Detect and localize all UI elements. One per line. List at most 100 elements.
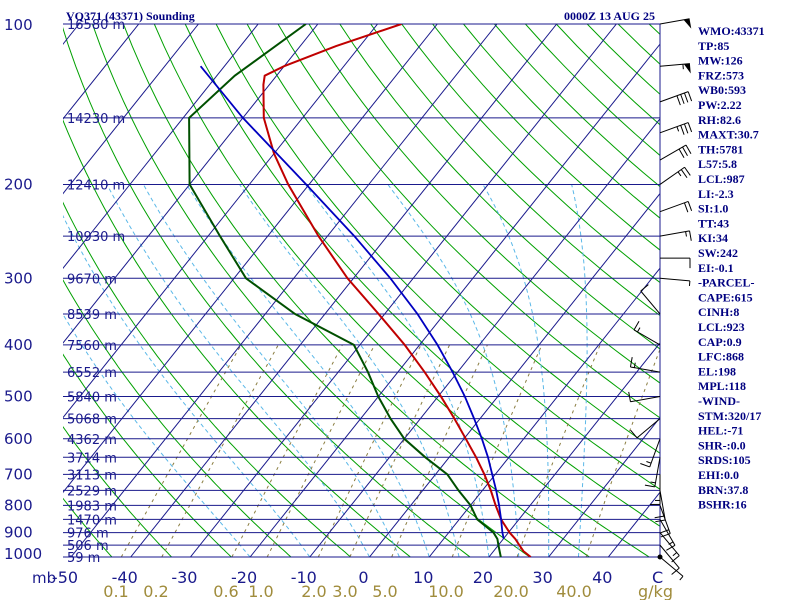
wind-barb-feather — [630, 429, 638, 439]
index-text: TP:85 — [698, 39, 729, 53]
isotherm-line — [63, 24, 438, 494]
temperature-profile — [262, 24, 532, 557]
height-label: 1983 m — [67, 499, 117, 514]
isotherm-line — [63, 24, 378, 419]
wind-barb-feather — [633, 320, 640, 331]
wind-barbs — [628, 18, 693, 581]
isotherm-line — [130, 24, 558, 557]
ylabel: mb — [32, 569, 56, 587]
index-text: CAPE:615 — [698, 290, 753, 304]
height-label: 3113 m — [67, 468, 117, 483]
moist-adiabat — [63, 313, 251, 557]
wind-barb-shaft — [654, 457, 661, 487]
temp-tick-label: 10 — [413, 568, 433, 587]
index-text: -PARCEL- — [698, 276, 754, 290]
wind-barb-half-feather — [677, 171, 682, 177]
moist-adiabat — [482, 184, 550, 557]
dewpoint-profile — [188, 24, 502, 557]
moist-adiabat — [387, 184, 520, 557]
moist-adiabat — [186, 184, 430, 557]
pressure-tick-label: 900 — [4, 524, 33, 542]
height-label: 16580 m — [67, 18, 125, 33]
index-text: MW:126 — [698, 54, 743, 68]
temp-tick-label: -10 — [291, 568, 317, 587]
height-label: 1470 m — [67, 513, 117, 528]
mixing-ratio-label: 0.2 — [143, 582, 168, 600]
wind-barb-shaft — [659, 166, 685, 185]
temp-tick-label: -20 — [231, 568, 257, 587]
valid-time: 0000Z 13 AUG 25 — [564, 9, 655, 23]
wind-barb-shaft — [649, 438, 661, 468]
temp-tick-label: C — [652, 568, 663, 587]
mixing-ratio-label: 0.6 — [213, 582, 238, 600]
wind-barb-half-feather — [650, 481, 656, 484]
height-label: 5068 m — [67, 413, 117, 428]
indices-panel: WMO:43371TP:85MW:126FRZ:573WB0:593PW:2.2… — [698, 24, 765, 512]
height-label: 3714 m — [67, 451, 117, 466]
height-label: 506 m — [67, 539, 109, 554]
mixing-ratio-line — [266, 344, 376, 557]
index-text: CINH:8 — [698, 305, 739, 319]
wind-barb-shaft — [659, 490, 666, 521]
wind-barb-shaft — [659, 91, 689, 103]
isotherm-line — [63, 24, 199, 195]
mixing-ratio-label: 20.0 — [493, 582, 529, 600]
wind-barb-flag — [683, 63, 691, 74]
index-text: MAXT:30.7 — [698, 128, 759, 142]
temp-tick-label: 20 — [473, 568, 493, 587]
wind-barb-feather — [666, 544, 676, 551]
index-text: KI:34 — [698, 231, 728, 245]
height-label: 4362 m — [67, 433, 117, 448]
wind-barb-feather — [684, 166, 691, 176]
dry-adiabat — [153, 24, 650, 557]
height-label: 6552 m — [67, 366, 117, 381]
wind-barb-half-feather — [637, 327, 641, 333]
wind-barb-feather — [682, 146, 688, 156]
pressure-tick-label: 600 — [4, 430, 33, 448]
wind-barb-half-feather — [679, 575, 684, 581]
index-text: MPL:118 — [698, 379, 746, 393]
index-text: L57:5.8 — [698, 157, 737, 171]
mixing-ratio-label: 10.0 — [428, 582, 464, 600]
dry-adiabat — [63, 27, 471, 557]
height-labels: 16580 m 14230 m 12410 m 10930 m 9670 m 8539 m… — [67, 18, 125, 566]
wind-barb-shaft — [659, 230, 690, 237]
mixing-ratio-line — [516, 344, 601, 557]
wind-barb-feather — [683, 123, 689, 134]
wind-barb-feather — [671, 567, 680, 575]
wind-barb-feather — [680, 125, 685, 135]
wind-barb-shaft — [659, 200, 689, 213]
wind-barb-shaft — [630, 366, 661, 373]
dry-adiabat — [555, 24, 660, 126]
wind-barb-feather — [659, 529, 670, 534]
moist-adiabat — [63, 214, 311, 557]
wind-barb-shaft — [659, 544, 680, 569]
wind-barb-feather — [640, 284, 649, 292]
wind-barb-feather — [629, 357, 633, 368]
index-text: BRN:37.8 — [698, 483, 748, 497]
wind-barb-half-feather — [633, 362, 636, 368]
parcel-profile — [199, 65, 505, 539]
index-text: EI:-0.1 — [698, 261, 734, 275]
dry-adiabat — [63, 279, 292, 557]
wind-barb-feather — [678, 148, 685, 158]
wind-barb-half-feather — [676, 126, 680, 132]
wind-barb-shaft — [659, 277, 690, 282]
height-label: 59 m — [67, 551, 100, 566]
dry-adiabat — [91, 24, 531, 557]
index-text: LCL:987 — [698, 172, 745, 186]
moist-adiabat — [571, 184, 588, 557]
moist-adiabat — [305, 184, 490, 557]
index-text: LI:-2.3 — [698, 187, 734, 201]
pressure-tick-label: 500 — [4, 388, 33, 406]
wind-barb-feather — [680, 169, 688, 179]
wind-barb-half-feather — [685, 231, 687, 237]
dry-adiabat — [63, 201, 352, 557]
mixing-ratio-label: 1.0 — [248, 582, 273, 600]
isotherm-line — [190, 24, 617, 557]
wind-barb-shaft — [659, 505, 671, 534]
isotherm-line — [249, 43, 660, 557]
index-text: WMO:43371 — [698, 24, 765, 38]
dry-adiabat — [586, 24, 660, 95]
